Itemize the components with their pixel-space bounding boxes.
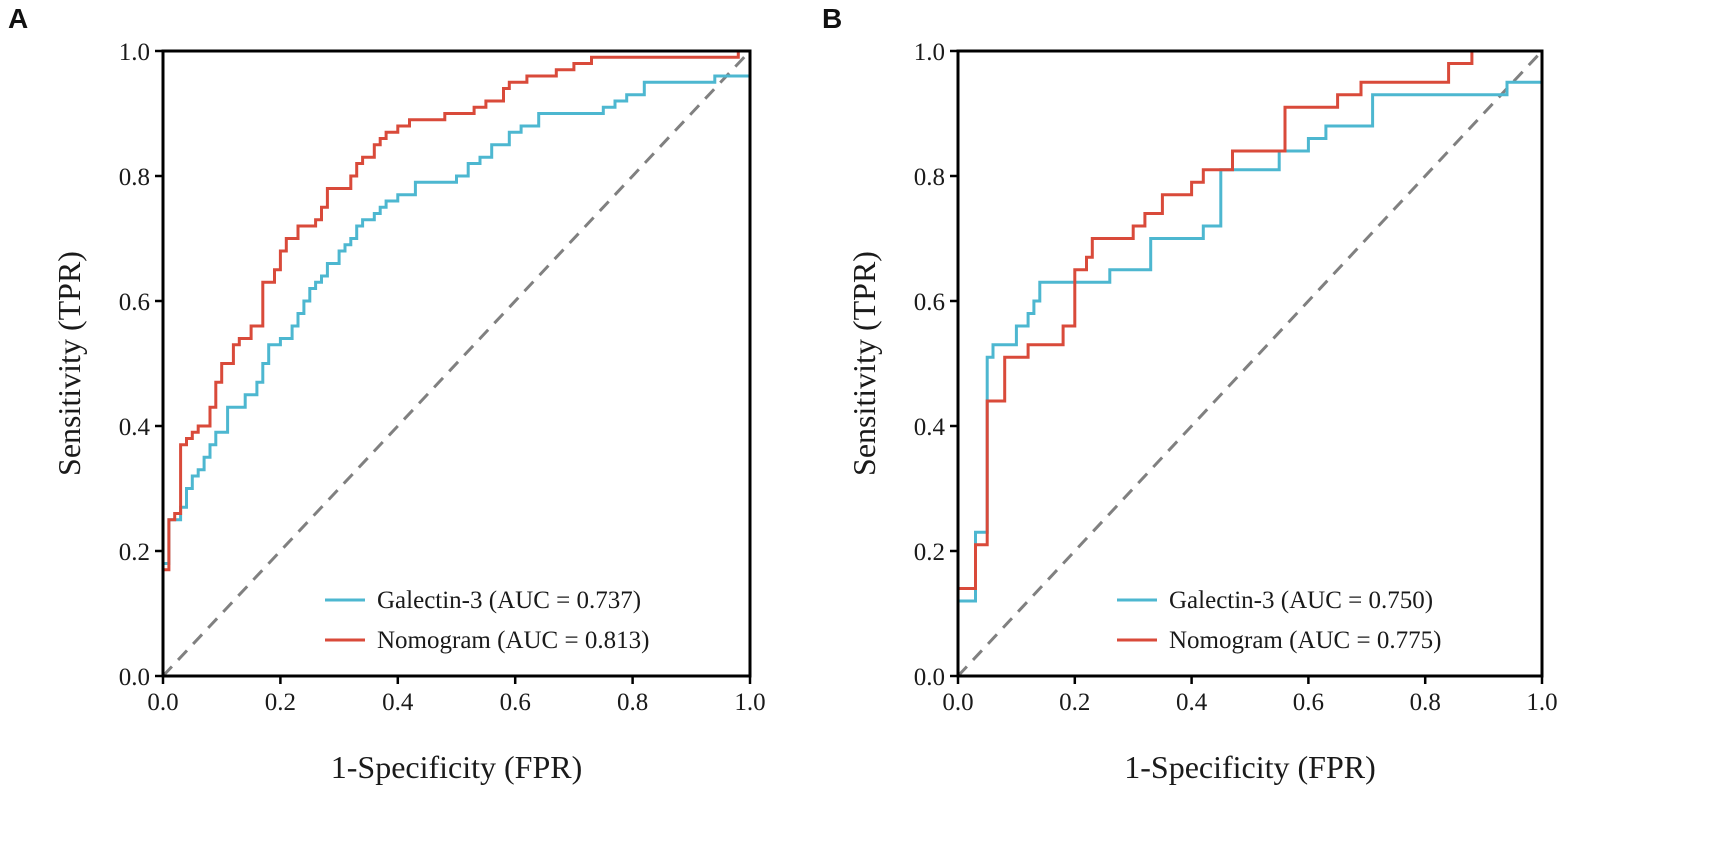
y-axis-title: Sensitivity (TPR)	[51, 251, 87, 476]
y-tick-label: 0.0	[914, 664, 945, 691]
legend: Galectin-3 (AUC = 0.737) Nomogram (AUC = …	[325, 587, 649, 654]
y-tick-label: 0.2	[914, 539, 945, 566]
plot-frame	[161, 49, 752, 678]
x-tick-label: 1.0	[734, 689, 765, 716]
y-tick-label: 0.2	[119, 539, 150, 566]
y-tick-label: 0.6	[119, 289, 150, 316]
y-tick-label: 1.0	[914, 39, 945, 66]
chance-diagonal-line	[956, 49, 1544, 678]
x-axis-title: 1-Specificity (FPR)	[1124, 749, 1376, 785]
x-tick-label: 0.2	[265, 689, 296, 716]
x-tick-label: 0.8	[617, 689, 648, 716]
legend: Galectin-3 (AUC = 0.750) Nomogram (AUC = …	[1117, 587, 1441, 654]
roc-curve-galectin-3	[161, 51, 752, 676]
x-tick-label: 0.0	[147, 689, 178, 716]
legend-label: Nomogram (AUC = 0.775)	[1169, 627, 1441, 654]
x-tick-label: 0.4	[1176, 689, 1208, 716]
chance-diagonal-line	[161, 49, 752, 678]
x-tick-label: 0.4	[382, 689, 414, 716]
y-tick-label: 0.4	[914, 414, 946, 441]
plot-frame	[956, 49, 1544, 678]
panel-a: A 0.0 0.2 0.4 0.6 0.8 1.0 0.0 0.2 0.4 0.6 0.8 1.0 1-S…	[8, 3, 766, 785]
legend-label: Nomogram (AUC = 0.813)	[377, 627, 649, 654]
x-tick-label: 0.6	[1293, 689, 1324, 716]
panel-letter: A	[8, 3, 28, 34]
x-axis-title: 1-Specificity (FPR)	[331, 749, 583, 785]
y-tick-label: 0.0	[119, 664, 150, 691]
y-axis-title: Sensitivity (TPR)	[846, 251, 882, 476]
y-tick-label: 0.4	[119, 414, 151, 441]
x-tick-label: 1.0	[1526, 689, 1557, 716]
y-tick-label: 1.0	[119, 39, 150, 66]
y-tick-label: 0.8	[914, 164, 945, 191]
legend-label: Galectin-3 (AUC = 0.750)	[1169, 587, 1433, 614]
x-tick-label: 0.8	[1410, 689, 1441, 716]
roc-curve-galectin-3	[956, 80, 1542, 676]
y-tick-label: 0.6	[914, 289, 945, 316]
panel-b: B 0.0 0.2 0.4 0.6 0.8 1.0 0.0 0.2 0.4 0.6 0.8 1.0 1-S…	[822, 3, 1558, 785]
roc-curve-nomogram	[161, 49, 750, 676]
y-tick-label: 0.8	[119, 164, 150, 191]
roc-curve-nomogram	[956, 49, 1542, 676]
x-tick-label: 0.6	[500, 689, 531, 716]
x-tick-label: 0.0	[942, 689, 973, 716]
legend-label: Galectin-3 (AUC = 0.737)	[377, 587, 641, 614]
panel-letter: B	[822, 3, 842, 34]
x-tick-label: 0.2	[1059, 689, 1090, 716]
